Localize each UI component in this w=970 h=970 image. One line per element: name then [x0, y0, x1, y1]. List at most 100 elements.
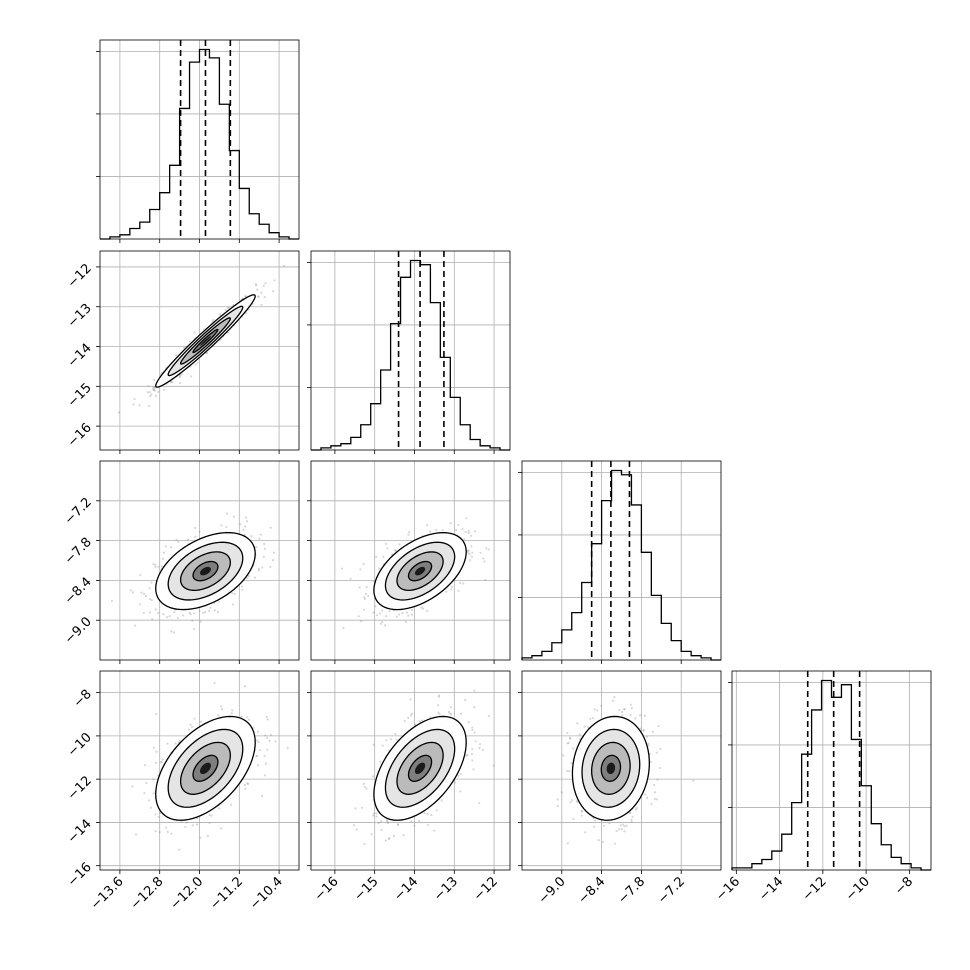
sample-point	[263, 774, 267, 777]
sample-point	[194, 535, 197, 538]
panel-frame	[310, 670, 511, 871]
sample-point	[423, 812, 426, 815]
sample-point	[465, 517, 468, 520]
sample-point	[370, 833, 373, 836]
contour-line-3	[407, 754, 433, 782]
sample-point	[395, 738, 398, 741]
sample-point	[218, 807, 221, 810]
sample-point	[596, 709, 599, 712]
sample-point	[175, 353, 178, 357]
sample-point	[150, 581, 153, 584]
sample-point	[467, 549, 470, 552]
sample-point	[566, 769, 569, 773]
sample-point	[395, 615, 398, 618]
sample-point	[256, 764, 260, 767]
sample-point	[630, 820, 633, 824]
sample-point	[199, 620, 202, 623]
sample-point	[187, 728, 190, 731]
grid-lines	[732, 671, 931, 870]
histogram-step-3	[731, 679, 931, 871]
sample-point	[151, 618, 154, 621]
sample-point	[225, 525, 228, 529]
sample-point	[576, 722, 579, 725]
sample-point	[213, 681, 216, 685]
sample-point	[188, 339, 191, 343]
sample-point	[362, 563, 365, 566]
sample-point	[247, 575, 250, 578]
sample-point	[166, 742, 169, 745]
sample-point	[600, 704, 603, 707]
sample-point	[386, 821, 389, 825]
sample-point	[269, 526, 272, 529]
contour-line-3	[407, 560, 433, 582]
sample-point	[413, 723, 417, 726]
sample-point	[263, 547, 266, 550]
sample-point	[635, 806, 638, 809]
sample-point	[262, 284, 265, 288]
sample-point	[454, 529, 458, 532]
sample-point	[473, 689, 476, 692]
sample-point	[190, 375, 193, 378]
contour-line-2	[179, 741, 231, 795]
sample-point	[380, 820, 383, 823]
sample-point	[363, 785, 366, 789]
sample-point	[407, 716, 410, 719]
sample-point	[155, 712, 158, 716]
sample-point	[364, 592, 368, 596]
contour-line-0	[155, 294, 256, 388]
sample-point	[194, 363, 197, 366]
sample-point	[465, 754, 468, 757]
sample-point	[623, 708, 626, 711]
sample-point	[152, 387, 155, 390]
sample-point	[430, 813, 433, 817]
sample-point	[152, 562, 155, 566]
x-tick-label: −10.4	[247, 874, 286, 913]
sample-point	[394, 549, 397, 552]
sample-point	[375, 812, 378, 815]
sample-point	[377, 822, 380, 825]
sample-point	[655, 798, 659, 801]
sample-point	[144, 594, 148, 598]
sample-point	[362, 608, 365, 611]
y-tick-label: −8	[71, 687, 95, 711]
sample-point	[570, 798, 574, 802]
sample-point	[360, 620, 363, 623]
panel-content	[100, 461, 299, 660]
sample-point	[241, 588, 244, 592]
sample-point	[229, 803, 233, 806]
sample-point	[381, 609, 384, 612]
density-panel-0-2	[96, 460, 300, 664]
sample-point	[629, 703, 632, 706]
sample-point	[178, 381, 181, 385]
sample-point	[377, 567, 381, 570]
sample-point	[435, 528, 438, 532]
sample-point	[457, 774, 460, 777]
sample-point	[470, 752, 474, 756]
sample-point	[384, 839, 387, 842]
sample-point	[138, 603, 141, 606]
sample-point	[184, 825, 187, 829]
sample-point	[349, 577, 352, 580]
sample-point	[355, 828, 358, 831]
sample-point	[482, 557, 485, 560]
contour-line-2	[179, 317, 232, 365]
sample-point	[404, 620, 408, 624]
sample-point	[227, 306, 231, 309]
sample-point	[357, 615, 360, 618]
sample-point	[263, 542, 266, 546]
sample-point	[646, 796, 649, 799]
sample-point	[562, 754, 565, 757]
sample-point	[264, 734, 267, 737]
sample-point	[374, 605, 377, 608]
sample-point	[181, 614, 185, 617]
sample-point	[266, 748, 269, 751]
sample-point	[260, 795, 263, 798]
sample-point	[149, 395, 152, 398]
sample-point	[140, 591, 143, 594]
sample-point	[464, 530, 467, 534]
sample-point	[608, 822, 611, 825]
sample-point	[185, 821, 188, 824]
sample-point	[471, 759, 474, 762]
sample-point	[142, 592, 146, 595]
sample-point	[403, 720, 406, 723]
